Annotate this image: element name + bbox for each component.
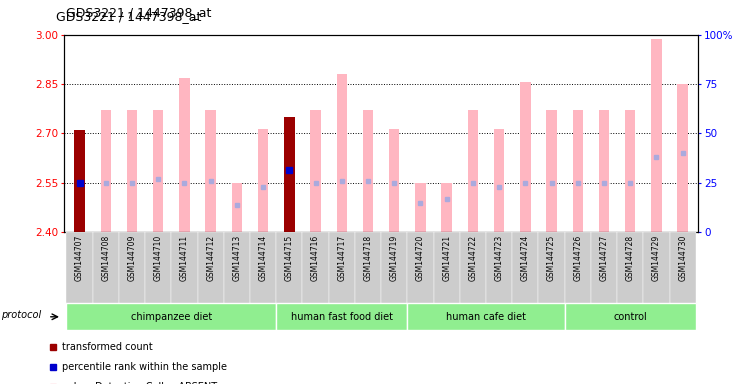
Bar [546,110,556,232]
Bar [644,232,670,303]
Text: GSM144717: GSM144717 [337,235,346,281]
Bar [92,232,119,303]
Bar [617,232,644,303]
Bar [145,232,171,303]
Bar [250,232,276,303]
Bar [336,74,347,232]
Text: GSM144722: GSM144722 [469,235,478,281]
Bar [303,232,329,303]
Text: protocol: protocol [2,310,41,321]
Bar [119,232,145,303]
Bar [460,232,486,303]
Bar [625,110,635,232]
Text: GSM144709: GSM144709 [128,235,137,281]
Text: GSM144724: GSM144724 [521,235,530,281]
Bar [389,129,400,232]
Text: GSM144707: GSM144707 [75,235,84,281]
Text: GSM144721: GSM144721 [442,235,451,281]
Text: GSM144710: GSM144710 [154,235,163,281]
Bar [677,84,688,232]
Bar [276,303,407,330]
Bar [442,183,452,232]
Text: chimpanzee diet: chimpanzee diet [131,312,212,322]
Text: GSM144725: GSM144725 [547,235,556,281]
Bar [198,232,224,303]
Bar [224,232,250,303]
Text: GSM144712: GSM144712 [207,235,216,281]
Text: GSM144729: GSM144729 [652,235,661,281]
Text: GSM144718: GSM144718 [363,235,372,281]
Text: GSM144708: GSM144708 [101,235,110,281]
Bar [153,110,164,232]
Bar [231,183,242,232]
Bar [415,183,426,232]
Text: GSM144711: GSM144711 [180,235,189,281]
Bar [520,82,531,232]
Bar [591,232,617,303]
Bar [171,232,198,303]
Bar [127,110,137,232]
Text: GSM144730: GSM144730 [678,235,687,281]
Bar [512,232,538,303]
Bar [494,129,505,232]
Text: GSM144714: GSM144714 [258,235,267,281]
Bar [565,232,591,303]
Bar [66,303,276,330]
Bar [407,232,433,303]
Bar [651,38,662,232]
Bar [433,232,460,303]
Text: GSM144720: GSM144720 [416,235,425,281]
Bar [276,232,303,303]
Bar [329,232,355,303]
Bar [206,110,216,232]
Text: control: control [614,312,647,322]
Bar [468,110,478,232]
Text: GDS3221 / 1447398_at: GDS3221 / 1447398_at [56,10,202,23]
Text: GDS3221 / 1447398_at: GDS3221 / 1447398_at [66,6,212,19]
Bar [101,110,111,232]
Bar [310,110,321,232]
Text: GSM144715: GSM144715 [285,235,294,281]
Text: GSM144727: GSM144727 [599,235,608,281]
Text: human fast food diet: human fast food diet [291,312,393,322]
Bar [258,129,268,232]
Bar [66,232,92,303]
Bar [407,303,565,330]
Bar [381,232,407,303]
Bar [363,110,373,232]
Text: transformed count: transformed count [62,342,152,352]
Bar [599,110,609,232]
Bar [565,303,696,330]
Text: value, Detection Call = ABSENT: value, Detection Call = ABSENT [62,382,217,384]
Text: GSM144726: GSM144726 [573,235,582,281]
Bar [486,232,512,303]
Bar [179,78,190,232]
Bar [284,117,294,232]
Text: percentile rank within the sample: percentile rank within the sample [62,362,227,372]
Bar [572,110,583,232]
Bar [670,232,696,303]
Text: GSM144728: GSM144728 [626,235,635,281]
Text: GSM144719: GSM144719 [390,235,399,281]
Text: human cafe diet: human cafe diet [446,312,526,322]
Text: GSM144723: GSM144723 [495,235,504,281]
Bar [355,232,381,303]
Bar [74,130,85,232]
Text: GSM144713: GSM144713 [232,235,241,281]
Bar [538,232,565,303]
Text: GSM144716: GSM144716 [311,235,320,281]
